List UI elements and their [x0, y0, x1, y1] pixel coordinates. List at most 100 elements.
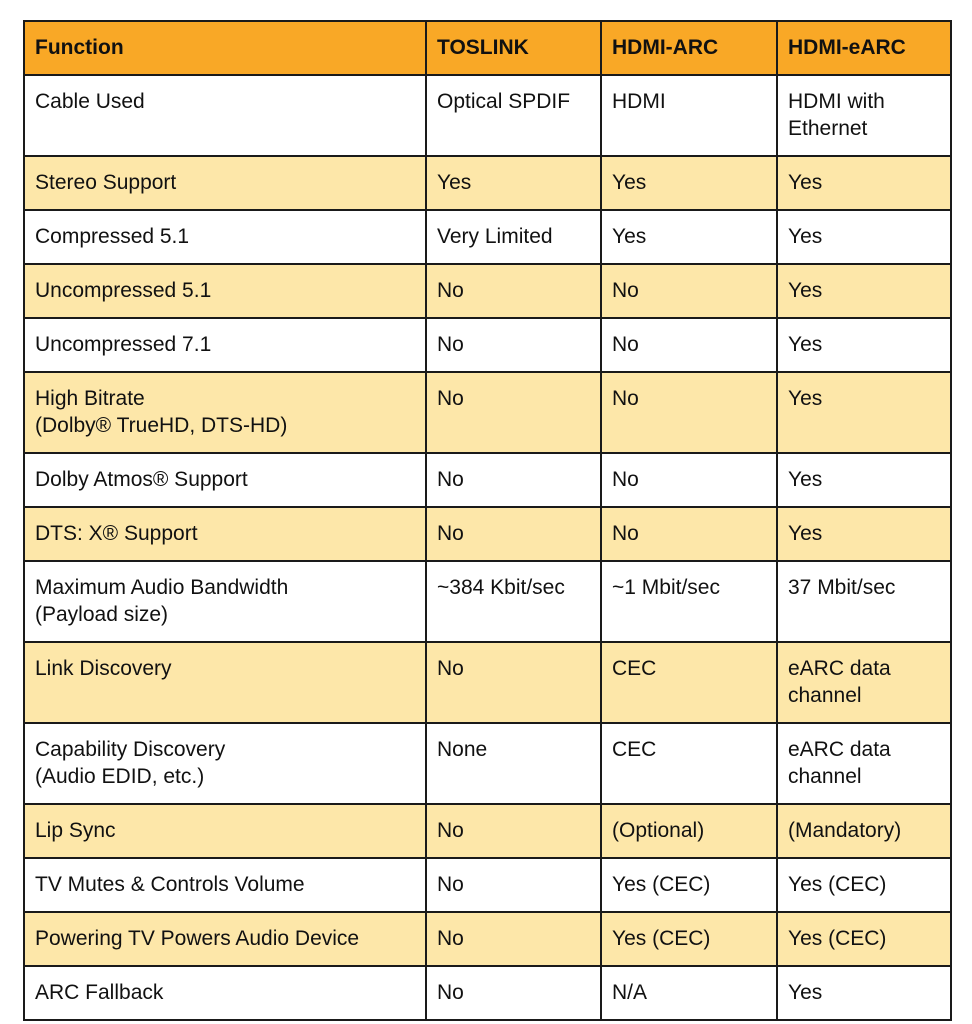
cell-hdmi-arc: No: [600, 506, 778, 562]
hdmi-earc-text-line: Yes: [788, 468, 823, 491]
table-header-row: Function TOSLINK HDMI-ARC HDMI-eARC: [23, 20, 952, 76]
table-row: Compressed 5.1 Very Limited Yes Yes: [23, 209, 952, 265]
cell-function: Uncompressed 5.1: [23, 263, 427, 319]
hdmi-earc-text-line: (Mandatory): [788, 819, 902, 842]
cell-function: Powering TV Powers Audio Device: [23, 911, 427, 967]
cell-function: Stereo Support: [23, 155, 427, 211]
hdmi-earc-text-line: Yes: [788, 981, 823, 1004]
cell-function: Maximum Audio Bandwidth (Payload size): [23, 560, 427, 643]
cell-function: Compressed 5.1: [23, 209, 427, 265]
cell-toslink: No: [425, 263, 602, 319]
cell-toslink: Yes: [425, 155, 602, 211]
function-text-line: TV Mutes & Controls Volume: [35, 873, 305, 896]
hdmi-earc-text-line: Yes: [788, 225, 823, 248]
cell-function: Capability Discovery (Audio EDID, etc.): [23, 722, 427, 805]
cell-toslink: No: [425, 371, 602, 454]
table-row: Uncompressed 5.1 No No Yes: [23, 263, 952, 319]
table-row: Powering TV Powers Audio Device No Yes (CE…: [23, 911, 952, 967]
table-row: DTS: X® Support No No Yes: [23, 506, 952, 562]
cell-toslink: No: [425, 452, 602, 508]
column-header-hdmi-arc: HDMI-ARC: [600, 20, 778, 76]
hdmi-earc-text-line: Yes: [788, 522, 823, 545]
cell-hdmi-arc: No: [600, 317, 778, 373]
hdmi-earc-text-line: eARC data: [788, 657, 891, 680]
cell-toslink: No: [425, 911, 602, 967]
column-header-toslink: TOSLINK: [425, 20, 602, 76]
cell-hdmi-earc: Yes: [776, 452, 952, 508]
cell-hdmi-earc: Yes: [776, 965, 952, 1021]
table-row: Dolby Atmos® Support No No Yes: [23, 452, 952, 508]
function-text-line: Maximum Audio Bandwidth: [35, 576, 289, 599]
table-row: Uncompressed 7.1 No No Yes: [23, 317, 952, 373]
table-row: ARC Fallback No N/A Yes: [23, 965, 952, 1021]
function-text-line: DTS: X® Support: [35, 522, 198, 545]
function-text-line: (Payload size): [35, 603, 169, 626]
hdmi-earc-text-line: eARC data: [788, 738, 891, 761]
cell-function: Dolby Atmos® Support: [23, 452, 427, 508]
cell-function: ARC Fallback: [23, 965, 427, 1021]
cell-toslink: Very Limited: [425, 209, 602, 265]
cell-hdmi-earc: Yes: [776, 317, 952, 373]
cell-hdmi-arc: ~1 Mbit/sec: [600, 560, 778, 643]
function-text-line: ARC Fallback: [35, 981, 164, 1004]
function-text-line: Compressed 5.1: [35, 225, 190, 248]
function-text-line: Powering TV Powers Audio Device: [35, 927, 360, 950]
function-text-line: Capability Discovery: [35, 738, 226, 761]
cell-hdmi-arc: HDMI: [600, 74, 778, 157]
cell-hdmi-earc: eARC data channel: [776, 641, 952, 724]
table-row: High Bitrate (Dolby® TrueHD, DTS-HD) No No Y…: [23, 371, 952, 454]
cell-function: Link Discovery: [23, 641, 427, 724]
cell-toslink: No: [425, 506, 602, 562]
hdmi-earc-text-line: channel: [788, 684, 862, 707]
table-row: Link Discovery No CEC eARC data channel: [23, 641, 952, 724]
cell-hdmi-arc: No: [600, 371, 778, 454]
cell-function: Lip Sync: [23, 803, 427, 859]
table-body: Cable Used Optical SPDIF HDMI HDMI with Ethe…: [23, 74, 952, 1021]
cell-toslink: No: [425, 965, 602, 1021]
hdmi-earc-text-line: channel: [788, 765, 862, 788]
cell-hdmi-earc: eARC data channel: [776, 722, 952, 805]
hdmi-earc-text-line: Yes (CEC): [788, 927, 887, 950]
cell-hdmi-arc: CEC: [600, 641, 778, 724]
table-row: TV Mutes & Controls Volume No Yes (CEC) Yes…: [23, 857, 952, 913]
function-text-line: Stereo Support: [35, 171, 177, 194]
cell-toslink: No: [425, 803, 602, 859]
function-text-line: Dolby Atmos® Support: [35, 468, 248, 491]
table-row: Stereo Support Yes Yes Yes: [23, 155, 952, 211]
cell-hdmi-earc: Yes: [776, 263, 952, 319]
cell-hdmi-arc: No: [600, 263, 778, 319]
cell-toslink: No: [425, 641, 602, 724]
cell-hdmi-earc: Yes: [776, 371, 952, 454]
table-row: Cable Used Optical SPDIF HDMI HDMI with Ethe…: [23, 74, 952, 157]
function-text-line: Lip Sync: [35, 819, 116, 842]
function-text-line: Uncompressed 7.1: [35, 333, 212, 356]
cell-function: DTS: X® Support: [23, 506, 427, 562]
cell-hdmi-arc: Yes: [600, 209, 778, 265]
function-text-line: (Dolby® TrueHD, DTS-HD): [35, 414, 288, 437]
function-text-line: (Audio EDID, etc.): [35, 765, 205, 788]
cell-function: Uncompressed 7.1: [23, 317, 427, 373]
function-text-line: Cable Used: [35, 90, 145, 113]
comparison-table: Function TOSLINK HDMI-ARC HDMI-eARC Cabl…: [23, 20, 952, 1021]
column-header-hdmi-earc: HDMI-eARC: [776, 20, 952, 76]
hdmi-earc-text-line: 37 Mbit/sec: [788, 576, 896, 599]
function-text-line: Uncompressed 5.1: [35, 279, 212, 302]
cell-function: TV Mutes & Controls Volume: [23, 857, 427, 913]
function-text-line: High Bitrate: [35, 387, 145, 410]
table-row: Capability Discovery (Audio EDID, etc.) No…: [23, 722, 952, 805]
cell-hdmi-earc: (Mandatory): [776, 803, 952, 859]
hdmi-earc-text-line: Yes: [788, 387, 823, 410]
cell-function: High Bitrate (Dolby® TrueHD, DTS-HD): [23, 371, 427, 454]
table-row: Lip Sync No (Optional) (Mandatory): [23, 803, 952, 859]
cell-hdmi-earc: Yes (CEC): [776, 911, 952, 967]
hdmi-earc-text-line: Yes (CEC): [788, 873, 887, 896]
cell-toslink: No: [425, 317, 602, 373]
cell-hdmi-earc: 37 Mbit/sec: [776, 560, 952, 643]
cell-toslink: None: [425, 722, 602, 805]
cell-hdmi-arc: Yes (CEC): [600, 911, 778, 967]
cell-hdmi-earc: HDMI with Ethernet: [776, 74, 952, 157]
column-header-function: Function: [23, 20, 427, 76]
cell-hdmi-arc: CEC: [600, 722, 778, 805]
cell-toslink: Optical SPDIF: [425, 74, 602, 157]
cell-hdmi-earc: Yes: [776, 209, 952, 265]
